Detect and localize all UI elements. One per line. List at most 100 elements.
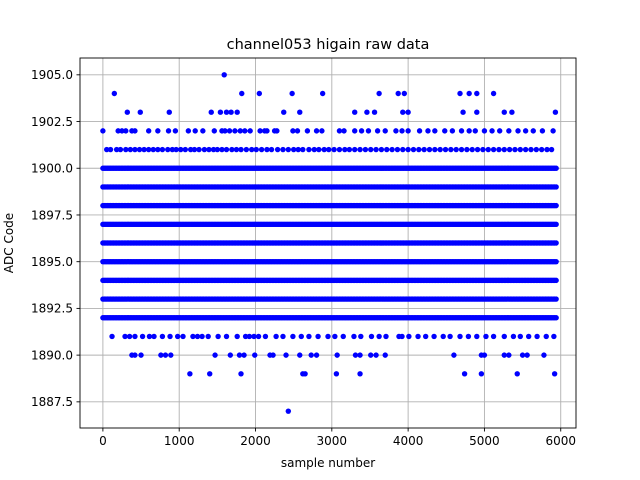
y-tick-label: 1892.5 — [31, 302, 73, 316]
data-point — [119, 128, 125, 134]
data-point — [332, 333, 338, 340]
data-point — [474, 90, 480, 97]
data-point — [294, 128, 301, 134]
data-point — [449, 128, 456, 134]
y-tick-label: 1900.0 — [31, 162, 73, 176]
data-point — [219, 146, 225, 153]
data-point — [469, 146, 475, 153]
data-point — [371, 109, 378, 115]
data-point — [395, 90, 401, 97]
data-point — [437, 146, 443, 153]
data-point — [270, 352, 276, 358]
data-point — [524, 352, 530, 358]
data-point — [376, 90, 382, 97]
data-point — [132, 333, 138, 340]
data-point — [306, 333, 312, 340]
data-point — [138, 352, 144, 358]
data-point — [210, 146, 217, 153]
x-tick-label: 5000 — [469, 434, 500, 448]
data-point — [460, 109, 466, 115]
data-point — [127, 146, 134, 153]
data-point — [336, 128, 343, 134]
data-point — [405, 128, 411, 134]
data-point — [552, 109, 559, 115]
data-point — [544, 146, 550, 153]
data-point — [341, 128, 347, 134]
data-point — [358, 333, 364, 340]
data-point — [313, 352, 320, 358]
data-point — [442, 128, 448, 134]
data-point — [517, 146, 523, 153]
data-point — [205, 333, 211, 340]
data-point — [280, 146, 286, 153]
y-tick-label: 1890.0 — [31, 348, 73, 362]
data-point — [217, 109, 224, 115]
data-point — [368, 146, 374, 153]
data-point — [246, 333, 253, 340]
data-point — [256, 90, 263, 97]
data-point — [368, 352, 374, 358]
data-point — [394, 146, 401, 153]
data-point — [201, 146, 208, 153]
data-point — [190, 333, 196, 340]
data-point — [214, 146, 221, 153]
data-point — [169, 146, 176, 153]
data-point — [474, 109, 480, 115]
data-point — [165, 128, 172, 134]
data-point — [264, 128, 270, 134]
data-point — [100, 128, 106, 134]
data-point — [432, 146, 438, 153]
data-point — [416, 146, 422, 153]
data-point — [242, 333, 249, 340]
data-point — [490, 146, 497, 153]
data-point — [422, 333, 429, 340]
data-points — [100, 72, 559, 414]
data-point — [352, 352, 359, 358]
data-point — [280, 333, 286, 340]
data-point — [233, 146, 240, 153]
data-point — [364, 109, 370, 115]
data-point — [206, 146, 212, 153]
data-point — [185, 128, 192, 134]
data-point — [155, 128, 161, 134]
data-point — [410, 146, 417, 153]
axis-ticks: 0 1000 2000 3000 4000 5000 6000 1887.5 1890.0 189… — [31, 68, 576, 448]
data-point — [453, 146, 459, 153]
chart-title: channel053 higain raw data — [227, 37, 430, 53]
data-point — [362, 146, 369, 153]
data-point — [334, 352, 340, 358]
data-point — [501, 352, 507, 358]
data-point — [145, 146, 152, 153]
x-tick-label: 0 — [99, 434, 107, 448]
data-point — [351, 333, 357, 340]
data-point — [141, 146, 147, 153]
data-point — [393, 128, 399, 134]
data-point — [553, 315, 559, 321]
data-point — [289, 90, 295, 97]
data-point — [553, 258, 559, 265]
data-point — [421, 146, 427, 153]
data-point — [501, 146, 507, 153]
data-point — [111, 90, 118, 97]
data-point — [346, 146, 353, 153]
data-point — [192, 128, 198, 134]
data-point — [365, 128, 372, 134]
data-point — [223, 146, 230, 153]
data-point — [512, 146, 518, 153]
data-point — [238, 146, 244, 153]
data-point — [448, 146, 454, 153]
data-point — [258, 146, 265, 153]
data-point — [352, 109, 358, 115]
data-point — [368, 333, 375, 340]
data-point — [166, 109, 172, 115]
data-point — [490, 90, 497, 97]
data-point — [389, 146, 395, 153]
data-point — [196, 146, 202, 153]
data-point — [401, 90, 408, 97]
data-point — [281, 109, 287, 115]
y-axis-label: ADC Code — [2, 213, 16, 273]
data-point — [257, 128, 263, 134]
x-tick-label: 1000 — [164, 434, 195, 448]
data-point — [229, 146, 235, 153]
data-point — [228, 109, 234, 115]
